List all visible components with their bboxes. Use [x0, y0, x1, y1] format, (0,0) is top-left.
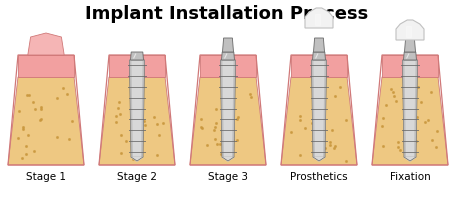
- Polygon shape: [404, 52, 416, 60]
- Polygon shape: [200, 55, 256, 77]
- Polygon shape: [404, 38, 415, 52]
- Polygon shape: [141, 60, 145, 157]
- Text: Stage 2: Stage 2: [117, 172, 157, 182]
- Polygon shape: [404, 157, 416, 161]
- Text: Prosthetics: Prosthetics: [290, 172, 348, 182]
- Polygon shape: [305, 8, 333, 28]
- Polygon shape: [18, 55, 74, 77]
- Polygon shape: [311, 60, 315, 157]
- Polygon shape: [313, 157, 325, 161]
- Polygon shape: [382, 55, 438, 77]
- Text: Implant Installation Process: Implant Installation Process: [86, 5, 369, 23]
- Polygon shape: [129, 60, 145, 157]
- Polygon shape: [129, 60, 133, 157]
- Polygon shape: [220, 60, 236, 157]
- Polygon shape: [220, 60, 224, 157]
- Polygon shape: [232, 60, 236, 157]
- Polygon shape: [313, 52, 325, 60]
- Polygon shape: [131, 52, 143, 60]
- Polygon shape: [222, 52, 234, 60]
- Polygon shape: [414, 60, 418, 157]
- Polygon shape: [99, 77, 175, 165]
- Polygon shape: [402, 60, 406, 157]
- Polygon shape: [222, 157, 234, 161]
- Polygon shape: [406, 26, 411, 37]
- Polygon shape: [190, 77, 266, 165]
- Polygon shape: [281, 77, 357, 165]
- Polygon shape: [313, 38, 324, 52]
- Polygon shape: [396, 20, 424, 40]
- Text: Stage 3: Stage 3: [208, 172, 248, 182]
- Text: Stage 1: Stage 1: [26, 172, 66, 182]
- Text: Fixation: Fixation: [389, 172, 430, 182]
- Polygon shape: [222, 38, 233, 52]
- Polygon shape: [8, 77, 84, 165]
- Polygon shape: [109, 55, 165, 77]
- Polygon shape: [131, 157, 143, 161]
- Polygon shape: [315, 14, 320, 25]
- Polygon shape: [311, 60, 327, 157]
- Polygon shape: [372, 77, 448, 165]
- Polygon shape: [402, 60, 418, 157]
- Polygon shape: [323, 60, 327, 157]
- Polygon shape: [28, 33, 64, 55]
- Polygon shape: [291, 55, 347, 77]
